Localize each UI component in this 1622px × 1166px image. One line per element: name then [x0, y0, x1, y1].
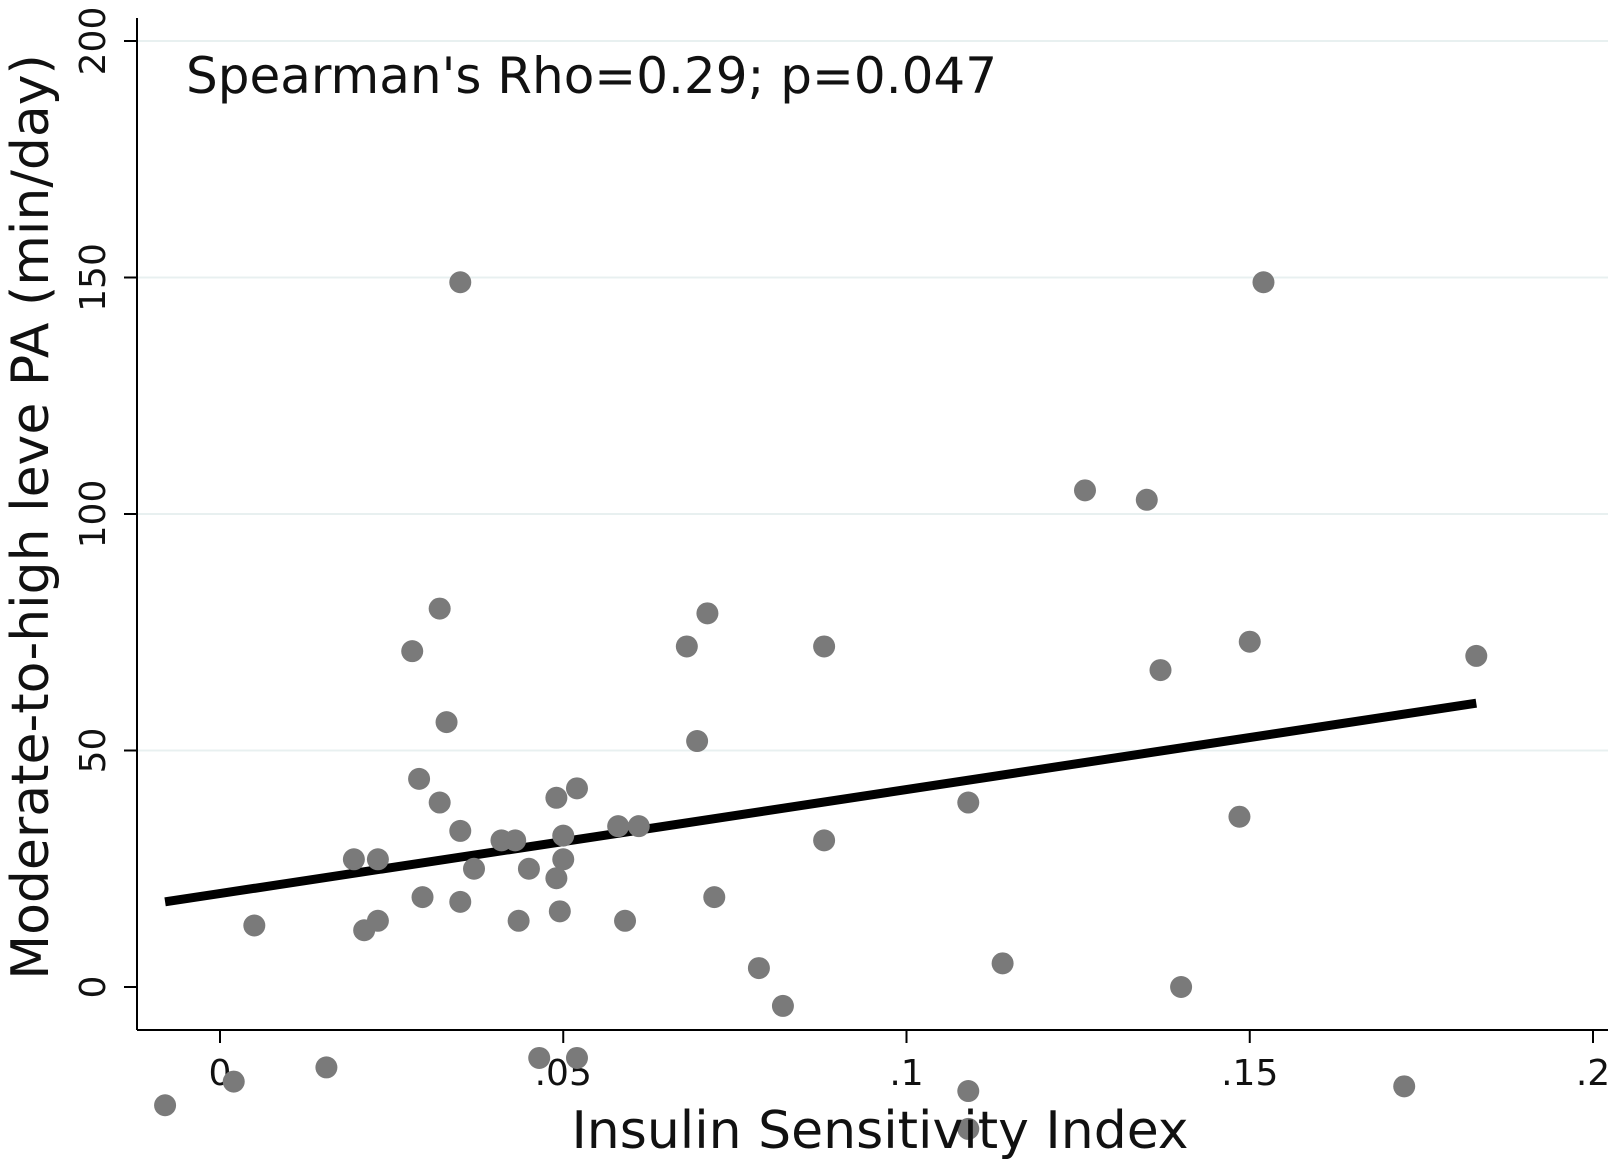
data-point	[366, 909, 389, 932]
data-point	[428, 791, 451, 814]
data-point	[957, 1117, 980, 1140]
data-point	[428, 597, 451, 620]
data-point	[243, 914, 266, 937]
data-point	[517, 857, 540, 880]
data-point	[463, 857, 486, 880]
data-point	[1149, 659, 1172, 682]
y-axis-title: Moderate-to-high leve PA (min/day)	[1, 54, 61, 980]
fit-line-group	[164, 698, 1477, 907]
data-point	[1170, 976, 1193, 998]
data-point	[696, 602, 719, 625]
y-tick-label-150: 150	[73, 243, 114, 312]
x-tick-label-.2: .2	[1576, 1053, 1610, 1094]
data-point	[315, 1056, 338, 1079]
data-point	[957, 1080, 980, 1103]
data-point	[411, 886, 434, 909]
gridlines	[138, 40, 1608, 752]
data-point	[552, 848, 575, 871]
data-points	[154, 271, 1488, 1140]
y-tick-label-0: 0	[73, 976, 114, 999]
data-point	[1252, 271, 1275, 294]
x-tick-label-.1: .1	[889, 1053, 923, 1094]
data-point	[342, 848, 365, 871]
data-point	[1393, 1075, 1416, 1098]
data-point	[507, 909, 530, 932]
data-point	[366, 848, 389, 871]
y-tick-label-100: 100	[73, 480, 114, 549]
x-axis-title: Insulin Sensitivity Index	[571, 1101, 1188, 1161]
data-point	[449, 819, 472, 842]
data-point	[504, 829, 527, 852]
data-point	[154, 1094, 177, 1117]
axes	[136, 18, 1608, 1031]
data-point	[222, 1070, 245, 1093]
data-point	[686, 730, 709, 753]
spearman-annotation: Spearman's Rho=0.29; p=0.047	[186, 47, 997, 105]
data-point	[607, 815, 630, 838]
data-point	[675, 635, 698, 658]
data-point	[435, 711, 458, 734]
data-point	[545, 786, 568, 809]
data-point	[991, 952, 1014, 975]
data-point	[1465, 644, 1488, 667]
data-point	[747, 957, 770, 980]
data-point	[449, 890, 472, 913]
regression-fit-line	[164, 698, 1477, 907]
data-point	[1238, 630, 1261, 653]
data-point	[771, 994, 794, 1017]
data-point	[565, 1046, 588, 1069]
data-point	[565, 777, 588, 800]
y-tick-label-50: 50	[73, 728, 114, 774]
y-tick-label-200: 200	[73, 7, 114, 76]
data-point	[703, 886, 726, 909]
data-point	[813, 635, 836, 658]
data-point	[627, 815, 650, 838]
data-point	[401, 640, 424, 663]
x-tick-label-.15: .15	[1221, 1053, 1278, 1094]
data-point	[552, 824, 575, 847]
data-point	[813, 829, 836, 852]
data-point	[545, 867, 568, 890]
data-point	[1228, 805, 1251, 828]
data-point	[449, 271, 472, 294]
data-point	[1135, 488, 1158, 511]
data-point	[1073, 479, 1096, 502]
data-point	[614, 909, 637, 932]
data-point	[408, 767, 431, 790]
data-point	[957, 791, 980, 814]
data-point	[548, 900, 571, 923]
data-point	[528, 1046, 551, 1069]
